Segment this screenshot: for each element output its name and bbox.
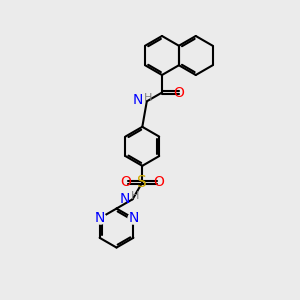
Text: N: N <box>94 211 105 225</box>
Text: O: O <box>173 85 184 100</box>
Text: N: N <box>128 211 139 225</box>
Text: O: O <box>153 176 164 189</box>
Text: N: N <box>128 211 139 225</box>
Text: N: N <box>94 211 105 225</box>
Text: S: S <box>137 175 147 190</box>
Text: O: O <box>121 176 132 189</box>
Text: H: H <box>144 93 152 103</box>
Text: N: N <box>133 93 143 107</box>
Text: H: H <box>131 191 140 201</box>
Text: N: N <box>119 192 130 206</box>
